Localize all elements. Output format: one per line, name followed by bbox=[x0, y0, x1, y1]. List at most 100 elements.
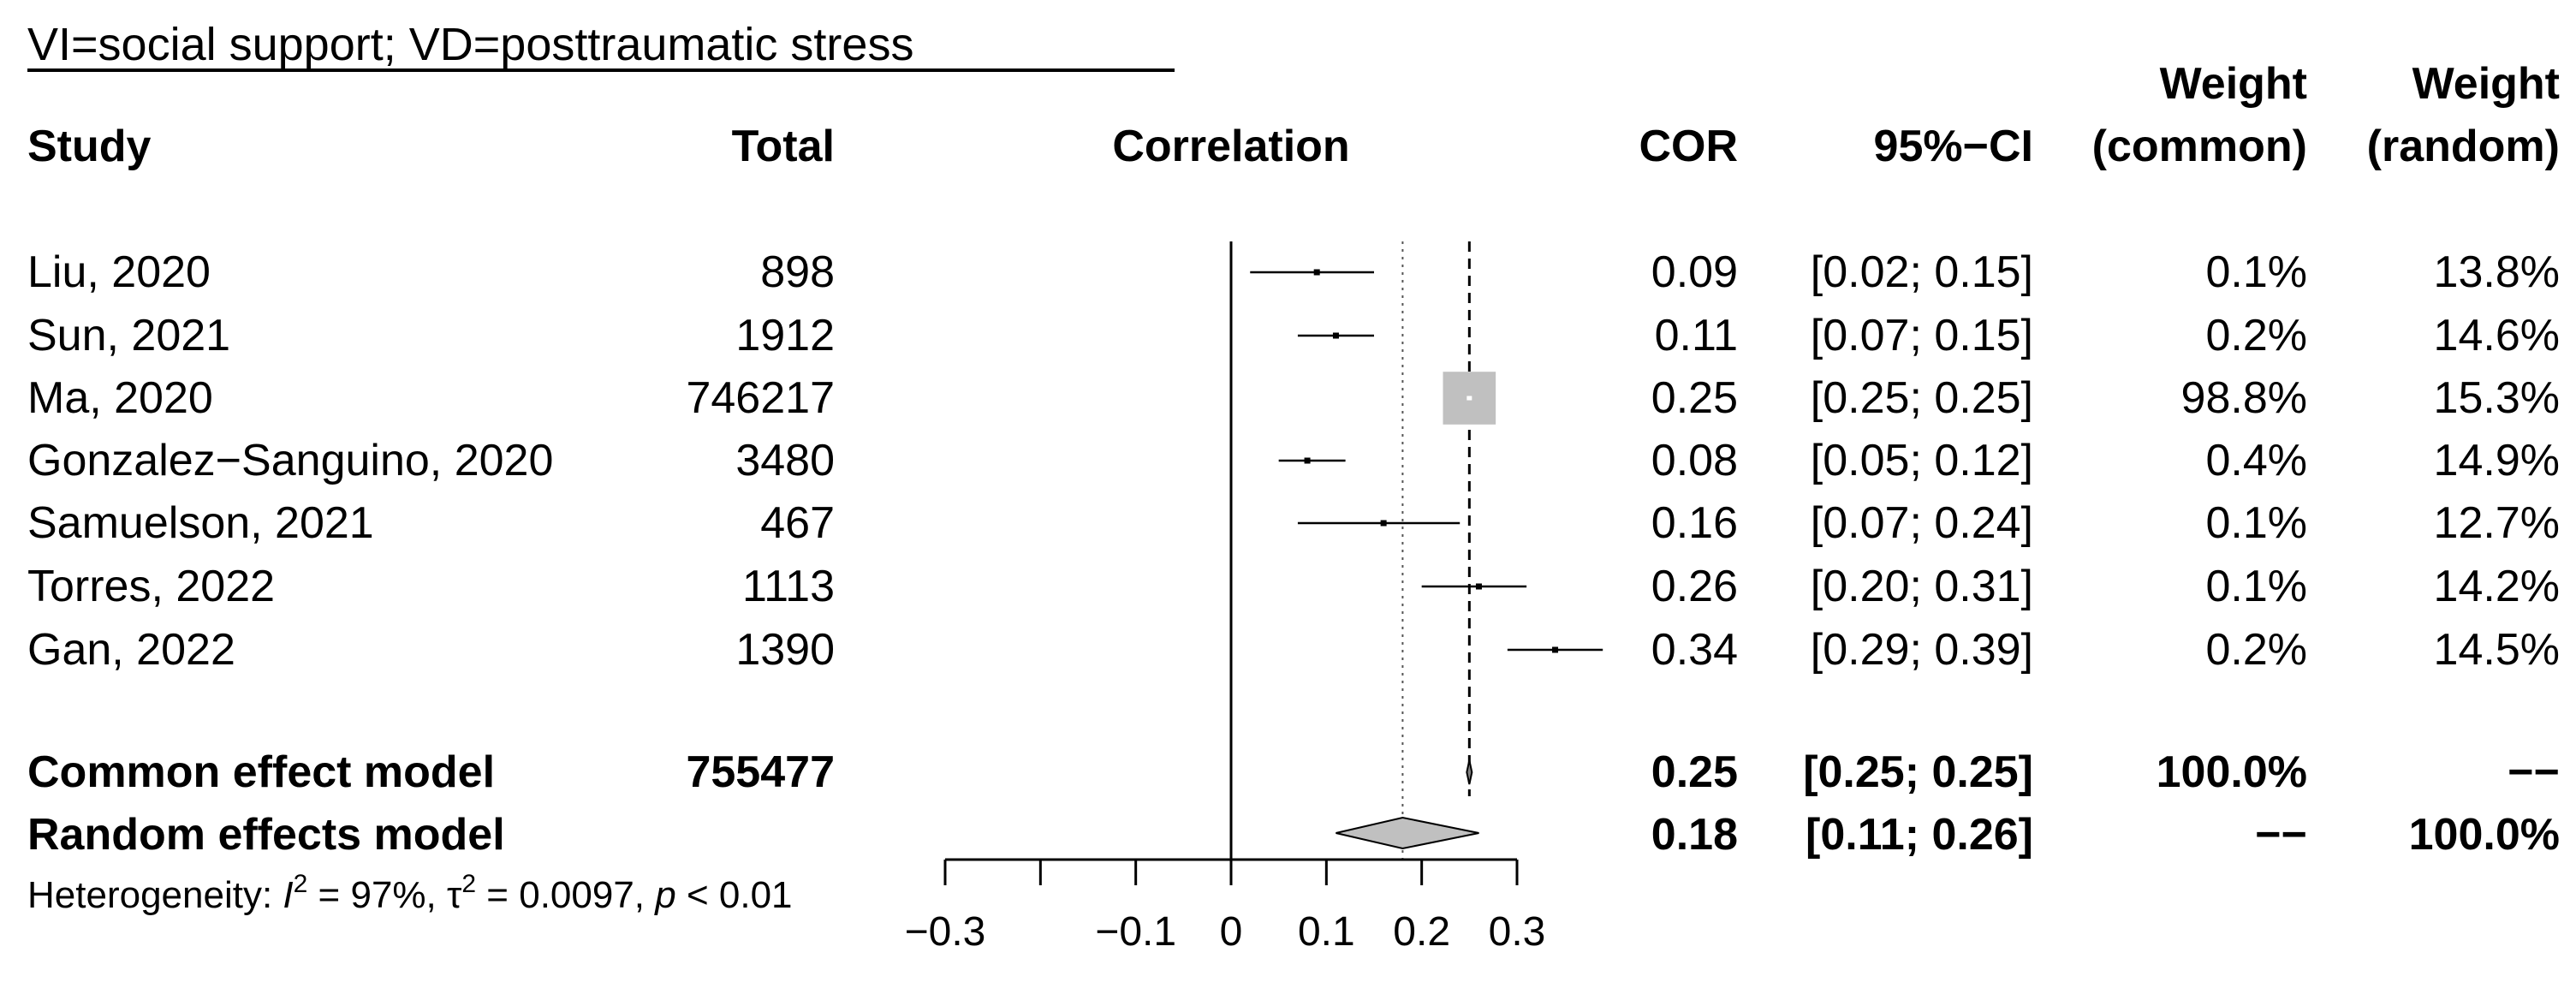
study-ci: [0.07; 0.24] bbox=[1811, 498, 2033, 548]
study-ci: [0.05; 0.12] bbox=[1811, 436, 2033, 485]
study-label: Gonzalez−Sanguino, 2020 bbox=[27, 436, 553, 485]
summary-rows: Common effect model 755477 0.25 [0.25; 0… bbox=[27, 747, 2560, 860]
common-effect-weight-common: 100.0% bbox=[2157, 747, 2307, 797]
common-effect-total: 755477 bbox=[686, 747, 835, 797]
study-weight-random: 14.9% bbox=[2434, 436, 2560, 485]
x-tick-label: 0.2 bbox=[1393, 909, 1450, 955]
study-weight-common: 0.2% bbox=[2205, 311, 2307, 360]
study-ci: [0.07; 0.15] bbox=[1811, 311, 2033, 360]
random-effects-diamond bbox=[1336, 816, 1479, 850]
study-weight-random: 13.8% bbox=[2434, 247, 2560, 297]
reference-lines bbox=[1229, 241, 1471, 860]
chart-marks bbox=[1250, 269, 1603, 850]
study-row: Liu, 2020 898 0.09 [0.02; 0.15] 0.1% 13.… bbox=[27, 247, 2560, 297]
header-cor: COR bbox=[1639, 122, 1738, 171]
random-effects-label: Random effects model bbox=[27, 810, 505, 860]
study-weight-common: 0.1% bbox=[2205, 498, 2307, 548]
random-effects-cor: 0.18 bbox=[1651, 810, 1738, 860]
study-row: Samuelson, 2021 467 0.16 [0.07; 0.24] 0.… bbox=[27, 498, 2560, 548]
x-tick-label: 0 bbox=[1220, 909, 1243, 955]
study-weight-common: 0.1% bbox=[2205, 562, 2307, 611]
study-weight-common: 98.8% bbox=[2181, 373, 2307, 423]
heterogeneity-p-value: < 0.01 bbox=[676, 874, 793, 916]
heterogeneity-i-symbol: I bbox=[283, 874, 293, 916]
random-effects-weight-common: −− bbox=[2255, 810, 2307, 860]
random-effects-ci: [0.11; 0.26] bbox=[1806, 810, 2033, 860]
plot-title: VI=social support; VD=posttraumatic stre… bbox=[27, 19, 913, 70]
common-effect-cor: 0.25 bbox=[1651, 747, 1738, 797]
study-marker bbox=[1507, 646, 1603, 653]
study-total: 1912 bbox=[735, 311, 835, 360]
study-marker bbox=[1250, 269, 1374, 276]
x-tick-label: −0.1 bbox=[1095, 909, 1176, 955]
study-weight-common: 0.2% bbox=[2205, 625, 2307, 675]
header-study: Study bbox=[27, 122, 152, 171]
study-weight-random: 12.7% bbox=[2434, 498, 2560, 548]
study-row: Gonzalez−Sanguino, 2020 3480 0.08 [0.05;… bbox=[27, 436, 2560, 485]
study-total: 467 bbox=[760, 498, 835, 548]
study-cor: 0.16 bbox=[1651, 498, 1738, 548]
header-weight-random-1: Weight bbox=[2412, 59, 2560, 109]
study-cor: 0.25 bbox=[1651, 373, 1738, 423]
study-weight-random: 14.6% bbox=[2434, 311, 2560, 360]
header-weight-random-2: (random) bbox=[2367, 122, 2560, 171]
heterogeneity-tau-value: = 0.0097, bbox=[476, 874, 655, 916]
x-axis: −0.3 −0.1 0 0.1 0.2 0.3 bbox=[905, 858, 1546, 955]
study-weight-random: 15.3% bbox=[2434, 373, 2560, 423]
random-effects-weight-random: 100.0% bbox=[2409, 810, 2560, 860]
study-label: Samuelson, 2021 bbox=[27, 498, 374, 548]
heterogeneity-i2-value: = 97%, bbox=[307, 874, 447, 916]
header-weight-common-2: (common) bbox=[2092, 122, 2307, 171]
heterogeneity-tau-sup: 2 bbox=[461, 870, 476, 898]
heterogeneity-i-sup: 2 bbox=[294, 870, 308, 898]
heterogeneity-text: Heterogeneity: I2 = 97%, τ2 = 0.0097, p … bbox=[27, 870, 793, 916]
study-marker bbox=[1421, 583, 1527, 590]
study-marker bbox=[1297, 332, 1374, 339]
header-total: Total bbox=[732, 122, 835, 171]
study-total: 3480 bbox=[735, 436, 835, 485]
x-tick-label: 0.1 bbox=[1298, 909, 1355, 955]
study-label: Sun, 2021 bbox=[27, 311, 230, 360]
study-row: Gan, 2022 1390 0.34 [0.29; 0.39] 0.2% 14… bbox=[27, 625, 2560, 675]
study-ci: [0.29; 0.39] bbox=[1811, 625, 2033, 675]
header-weight-common-1: Weight bbox=[2160, 59, 2307, 109]
random-effects-row: Random effects model 0.18 [0.11; 0.26] −… bbox=[27, 810, 2560, 860]
study-row: Torres, 2022 1113 0.26 [0.20; 0.31] 0.1%… bbox=[27, 562, 2560, 611]
x-tick-label: −0.3 bbox=[905, 909, 986, 955]
study-total: 1390 bbox=[735, 625, 835, 675]
common-effect-weight-random: −− bbox=[2508, 747, 2560, 797]
study-ci: [0.25; 0.25] bbox=[1811, 373, 2033, 423]
common-effect-row: Common effect model 755477 0.25 [0.25; 0… bbox=[27, 747, 2560, 797]
heterogeneity-p-symbol: p bbox=[653, 874, 675, 916]
study-marker bbox=[1443, 372, 1496, 425]
study-total: 746217 bbox=[686, 373, 835, 423]
study-cor: 0.34 bbox=[1651, 625, 1738, 675]
study-weight-random: 14.5% bbox=[2434, 625, 2560, 675]
study-row: Sun, 2021 1912 0.11 [0.07; 0.15] 0.2% 14… bbox=[27, 311, 2560, 360]
study-label: Torres, 2022 bbox=[27, 562, 275, 611]
heterogeneity-tau-symbol: τ bbox=[447, 874, 462, 916]
study-label: Ma, 2020 bbox=[27, 373, 213, 423]
common-effect-diamond bbox=[1466, 759, 1473, 785]
study-cor: 0.08 bbox=[1651, 436, 1738, 485]
header-correlation: Correlation bbox=[1112, 122, 1349, 171]
study-label: Liu, 2020 bbox=[27, 247, 211, 297]
common-effect-label: Common effect model bbox=[27, 747, 495, 797]
study-row: Ma, 2020 746217 0.25 [0.25; 0.25] 98.8% … bbox=[27, 373, 2560, 423]
x-tick-label: 0.3 bbox=[1489, 909, 1546, 955]
study-marker bbox=[1297, 520, 1461, 527]
study-weight-random: 14.2% bbox=[2434, 562, 2560, 611]
study-cor: 0.11 bbox=[1655, 311, 1738, 360]
study-cor: 0.09 bbox=[1651, 247, 1738, 297]
header-ci: 95%−CI bbox=[1874, 122, 2033, 171]
common-effect-ci: [0.25; 0.25] bbox=[1803, 747, 2033, 797]
study-ci: [0.20; 0.31] bbox=[1811, 562, 2033, 611]
study-ci: [0.02; 0.15] bbox=[1811, 247, 2033, 297]
study-cor: 0.26 bbox=[1651, 562, 1738, 611]
study-weight-common: 0.4% bbox=[2205, 436, 2307, 485]
study-total: 1113 bbox=[742, 562, 835, 611]
study-rows: Liu, 2020 898 0.09 [0.02; 0.15] 0.1% 13.… bbox=[27, 247, 2560, 675]
study-total: 898 bbox=[760, 247, 835, 297]
study-weight-common: 0.1% bbox=[2205, 247, 2307, 297]
